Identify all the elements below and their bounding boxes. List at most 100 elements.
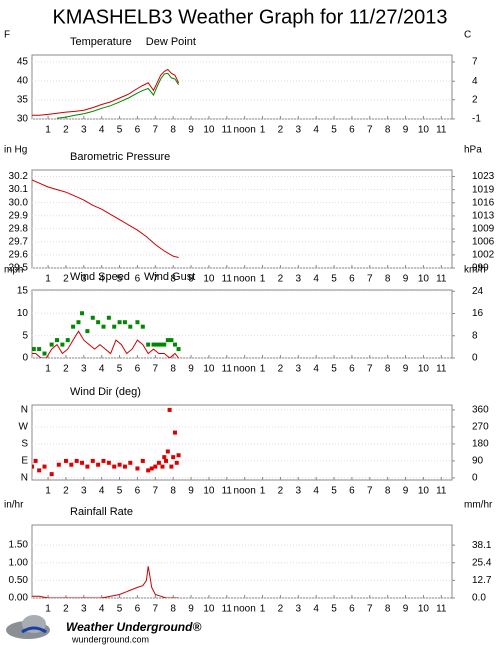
x-tick-label: 2	[63, 486, 69, 497]
x-tick-label: 5	[117, 274, 123, 285]
data-point	[146, 342, 151, 347]
x-tick-label: 3	[81, 604, 87, 615]
x-tick-label: 7	[367, 604, 373, 615]
x-tick-label: 2	[63, 125, 69, 136]
x-tick-label: noon	[234, 486, 256, 497]
x-tick-label: 2	[278, 125, 284, 136]
legend-entry: Wind Speed	[70, 271, 130, 283]
x-tick-label: 11	[436, 364, 447, 375]
x-tick-label: 3	[296, 274, 302, 285]
data-point	[158, 342, 163, 347]
data-point	[146, 468, 151, 473]
x-tick-label: 10	[203, 486, 215, 497]
x-tick-label: 9	[403, 604, 409, 615]
logo: Weather Underground® wunderground.com	[6, 615, 201, 644]
data-point	[176, 347, 181, 352]
series	[56, 72, 180, 119]
series	[32, 179, 179, 258]
x-tick-label: 8	[385, 604, 391, 615]
y-tick-label: W	[19, 422, 29, 433]
data-point	[63, 458, 68, 463]
x-tick-label: noon	[234, 604, 256, 615]
x-tick-label: 11	[222, 125, 233, 136]
data-point	[162, 455, 167, 460]
data-point	[160, 464, 165, 469]
x-tick-label: 5	[117, 364, 123, 375]
data-point	[169, 464, 174, 469]
y2-tick-label: 8	[472, 330, 478, 341]
y-axis-label: in Hg	[4, 145, 27, 156]
x-tick-label: 7	[367, 364, 373, 375]
y-tick-label: 30.2	[9, 171, 29, 182]
y-tick-label: 0	[22, 353, 28, 364]
data-point	[112, 464, 117, 469]
data-point	[76, 320, 81, 325]
x-tick-label: 9	[403, 486, 409, 497]
data-point	[149, 466, 154, 471]
x-tick-label: 4	[99, 125, 105, 136]
x-tick-label: 2	[278, 604, 284, 615]
x-tick-label: noon	[234, 125, 256, 136]
data-point	[69, 462, 74, 467]
series-line	[32, 179, 179, 258]
y2-tick-label: 0	[472, 473, 478, 484]
series	[32, 566, 179, 598]
legend-entry: Rainfall Rate	[70, 506, 133, 518]
y2-tick-label: 90	[472, 456, 484, 467]
y-tick-label: 30.1	[9, 184, 29, 195]
x-tick-label: 3	[81, 125, 87, 136]
x-tick-label: 3	[296, 604, 302, 615]
data-point	[174, 460, 179, 465]
plot-area	[31, 54, 453, 120]
x-tick-label: 5	[117, 604, 123, 615]
y2-axis-label: mm/hr	[464, 500, 493, 511]
y2-tick-label: 360	[472, 405, 489, 416]
logo-wave	[21, 626, 47, 634]
x-tick-label: 9	[403, 125, 409, 136]
x-tick-label: 8	[385, 486, 391, 497]
x-tick-label: 3	[296, 364, 302, 375]
y2-axis-label: C	[464, 30, 471, 41]
legend-entry: Temperature	[70, 36, 132, 48]
x-tick-label: 4	[313, 274, 319, 285]
data-point	[101, 458, 106, 463]
data-point	[37, 468, 42, 473]
x-tick-label: 7	[153, 486, 159, 497]
x-tick-label: 11	[436, 486, 447, 497]
x-tick-label: 4	[99, 364, 105, 375]
legend-entry: Dew Point	[146, 36, 196, 48]
x-tick-label: 8	[170, 486, 176, 497]
x-tick-label: 9	[188, 125, 194, 136]
x-tick-label: 10	[203, 364, 215, 375]
x-tick-label: 4	[99, 604, 105, 615]
y-tick-label: 1.50	[9, 540, 29, 551]
x-tick-label: 7	[367, 486, 373, 497]
y-tick-label: 10	[17, 308, 29, 319]
x-tick-label: 7	[153, 604, 159, 615]
data-point	[60, 342, 65, 347]
y2-tick-label: 24	[472, 286, 484, 297]
y2-tick-label: 12.7	[472, 575, 492, 586]
y-tick-label: 1.00	[9, 557, 29, 568]
y2-tick-label: 2	[472, 94, 478, 105]
series-line	[56, 72, 180, 119]
x-tick-label: 10	[418, 364, 430, 375]
x-tick-label: 10	[203, 274, 215, 285]
data-point	[85, 464, 90, 469]
x-tick-label: 1	[45, 125, 51, 136]
y-tick-label: 29.5	[9, 263, 29, 274]
data-point	[165, 449, 170, 454]
x-tick-label: 11	[436, 125, 447, 136]
series	[32, 407, 181, 477]
x-tick-label: 8	[385, 364, 391, 375]
y2-tick-label: 1006	[472, 236, 495, 247]
y-tick-label: 29.7	[9, 237, 29, 248]
data-point	[167, 407, 172, 412]
data-point	[155, 342, 160, 347]
x-tick-label: 3	[81, 364, 87, 375]
data-point	[33, 458, 38, 463]
page-title: KMASHELB3 Weather Graph for 11/27/2013	[52, 6, 447, 28]
x-tick-label: 1	[45, 274, 51, 285]
data-point	[55, 338, 60, 343]
